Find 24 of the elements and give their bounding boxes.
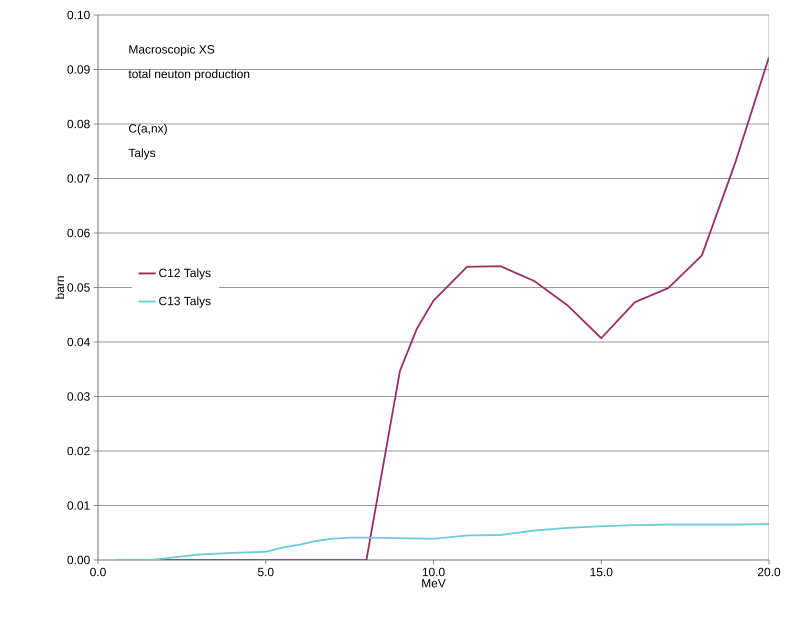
x-tick-label: 5.0: [258, 568, 274, 576]
annotation: total neuton production: [128, 69, 250, 81]
y-tick-label: 0.06: [67, 228, 90, 238]
x-tick-label: 10.0: [422, 568, 445, 576]
x-tick-label: 20.0: [758, 568, 780, 576]
y-tick-label: 0.05: [67, 283, 90, 292]
legend-label: C12 Talys: [159, 268, 211, 280]
y-tick-label: 0.04: [67, 338, 90, 346]
annotation: Talys: [128, 148, 156, 160]
y-tick-label: 0.10: [67, 10, 90, 20]
x-tick-label: 15.0: [590, 568, 612, 576]
y-axis-title: barn: [55, 276, 64, 299]
x-tick-label: 0.0: [90, 568, 106, 576]
y-tick-label: 0.03: [67, 392, 90, 401]
annotation: Macroscopic XS: [129, 44, 214, 56]
x-axis-title: MeV: [422, 579, 446, 588]
y-tick-label: 0.01: [67, 501, 90, 510]
y-tick-label: 0.07: [67, 174, 90, 183]
legend-label: C13 Talys: [159, 296, 211, 308]
y-tick-label: 0.09: [67, 65, 90, 74]
y-tick-label: 0.00: [67, 556, 90, 564]
y-tick-label: 0.02: [67, 446, 90, 456]
annotation: C(a,nx): [129, 124, 167, 136]
y-tick-label: 0.08: [67, 120, 90, 128]
